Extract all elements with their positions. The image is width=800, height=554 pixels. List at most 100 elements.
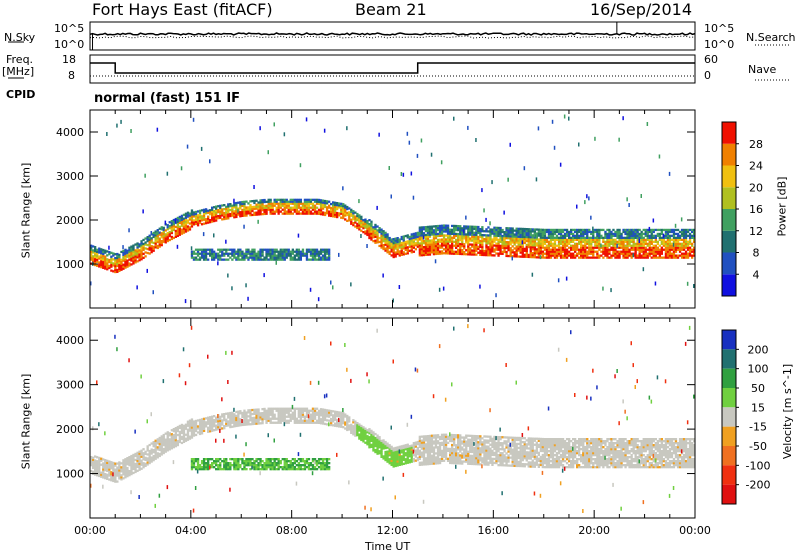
power-echo-cell — [640, 256, 643, 259]
power-echo-cell — [537, 252, 541, 255]
velocity-echo-cell — [211, 462, 214, 465]
power-echo-cell — [330, 280, 332, 285]
velocity-echo-cell — [182, 430, 186, 433]
power-echo-cell — [180, 216, 184, 219]
velocity-echo-cell — [178, 426, 182, 430]
power-echo-cell — [463, 245, 466, 248]
velocity-echo-cell — [142, 454, 145, 457]
power-echo-cell — [319, 248, 323, 251]
velocity-echo-cell — [267, 460, 270, 463]
power-echo-cell — [170, 227, 174, 231]
power-echo-cell — [612, 228, 615, 232]
power-echo-cell — [563, 228, 567, 232]
power-echo-cell — [426, 247, 430, 250]
power-echo-cell — [253, 185, 255, 189]
power-echo-cell — [529, 228, 532, 231]
power-echo-cell — [610, 240, 613, 243]
velocity-echo-cell — [273, 458, 276, 461]
power-echo-cell — [549, 236, 553, 239]
velocity-echo-cell — [279, 413, 282, 416]
power-echo-cell — [691, 234, 694, 237]
power-echo-cell — [376, 231, 379, 234]
power-echo-cell — [134, 253, 137, 256]
power-echo-cell — [610, 230, 613, 234]
power-echo-cell — [654, 281, 657, 286]
power-echo-cell — [321, 211, 325, 214]
velocity-echo-cell — [338, 418, 340, 422]
power-echo-cell — [374, 241, 377, 244]
power-echo-cell — [215, 209, 218, 212]
power-echo-cell — [192, 215, 196, 218]
velocity-echo-cell — [285, 419, 288, 422]
power-echo-cell — [473, 237, 476, 240]
power-echo-cell — [588, 246, 591, 249]
power-echo-cell — [340, 210, 343, 213]
velocity-echo-cell — [305, 419, 309, 422]
velocity-echo-cell — [344, 343, 346, 347]
power-echo-cell — [553, 250, 557, 253]
power-echo-cell — [388, 240, 391, 244]
power-echo-cell — [664, 228, 668, 232]
velocity-echo-cell — [223, 419, 226, 422]
velocity-echo-cell — [235, 410, 238, 414]
power-echo-cell — [420, 246, 424, 249]
power-echo-cell — [289, 206, 292, 209]
power-echo-cell — [586, 252, 589, 255]
velocity-echo-cell — [229, 487, 231, 492]
power-echo-cell — [386, 249, 389, 252]
power-echo-cell — [94, 263, 97, 267]
power-echo-cell — [507, 231, 510, 234]
power-echo-cell — [501, 244, 504, 248]
velocity-echo-cell — [170, 435, 174, 438]
power-echo-cell — [608, 240, 611, 243]
velocity-echo-cell — [219, 425, 222, 428]
power-echo-cell — [608, 252, 611, 255]
power-echo-cell — [297, 256, 301, 259]
velocity-echo-cell — [372, 445, 375, 448]
power-echo-cell — [257, 207, 260, 210]
power-echo-cell — [644, 254, 647, 257]
power-echo-cell — [190, 215, 194, 218]
power-echo-cell — [186, 144, 189, 149]
velocity-echo-cell — [342, 412, 345, 415]
velocity-echo-cell — [190, 460, 194, 463]
velocity-echo-cell — [106, 461, 109, 464]
velocity-echo-cell — [321, 420, 325, 423]
power-echo-cell — [674, 256, 678, 259]
power-echo-cell — [213, 254, 216, 257]
velocity-echo-cell — [281, 419, 284, 422]
power-echo-cell — [241, 214, 244, 217]
power-echo-cell — [590, 240, 593, 243]
velocity-echo-cell — [92, 426, 94, 431]
power-echo-cell — [553, 252, 557, 255]
velocity-echo-cell — [354, 428, 357, 431]
power-echo-cell — [598, 244, 601, 247]
power-echo-cell — [412, 234, 416, 237]
velocity-echo-cell — [233, 421, 236, 424]
velocity-echo-cell — [144, 450, 147, 453]
power-echo-cell — [400, 235, 403, 239]
velocity-echo-cell — [150, 450, 153, 453]
power-echo-cell — [243, 252, 246, 255]
power-echo-cell — [543, 246, 547, 249]
velocity-echo-cell — [100, 475, 103, 478]
power-echo-cell — [666, 236, 670, 239]
power-echo-cell — [412, 242, 416, 245]
power-echo-cell — [513, 247, 516, 250]
velocity-echo-cell — [94, 461, 97, 464]
power-echo-cell — [642, 238, 645, 241]
power-echo-cell — [531, 242, 534, 245]
power-echo-cell — [243, 258, 246, 261]
power-echo-cell — [239, 201, 242, 204]
power-echo-cell — [444, 244, 448, 247]
power-echo-cell — [122, 253, 125, 256]
velocity-echo-cell — [184, 437, 188, 440]
power-echo-cell — [561, 230, 565, 234]
power-echo-cell — [505, 235, 508, 238]
power-echo-cell — [424, 237, 428, 241]
power-echo-cell — [96, 250, 99, 253]
power-echo-cell — [321, 250, 325, 253]
power-echo-cell — [457, 232, 460, 236]
power-echo-cell — [247, 212, 250, 215]
velocity-echo-cell — [263, 462, 266, 465]
